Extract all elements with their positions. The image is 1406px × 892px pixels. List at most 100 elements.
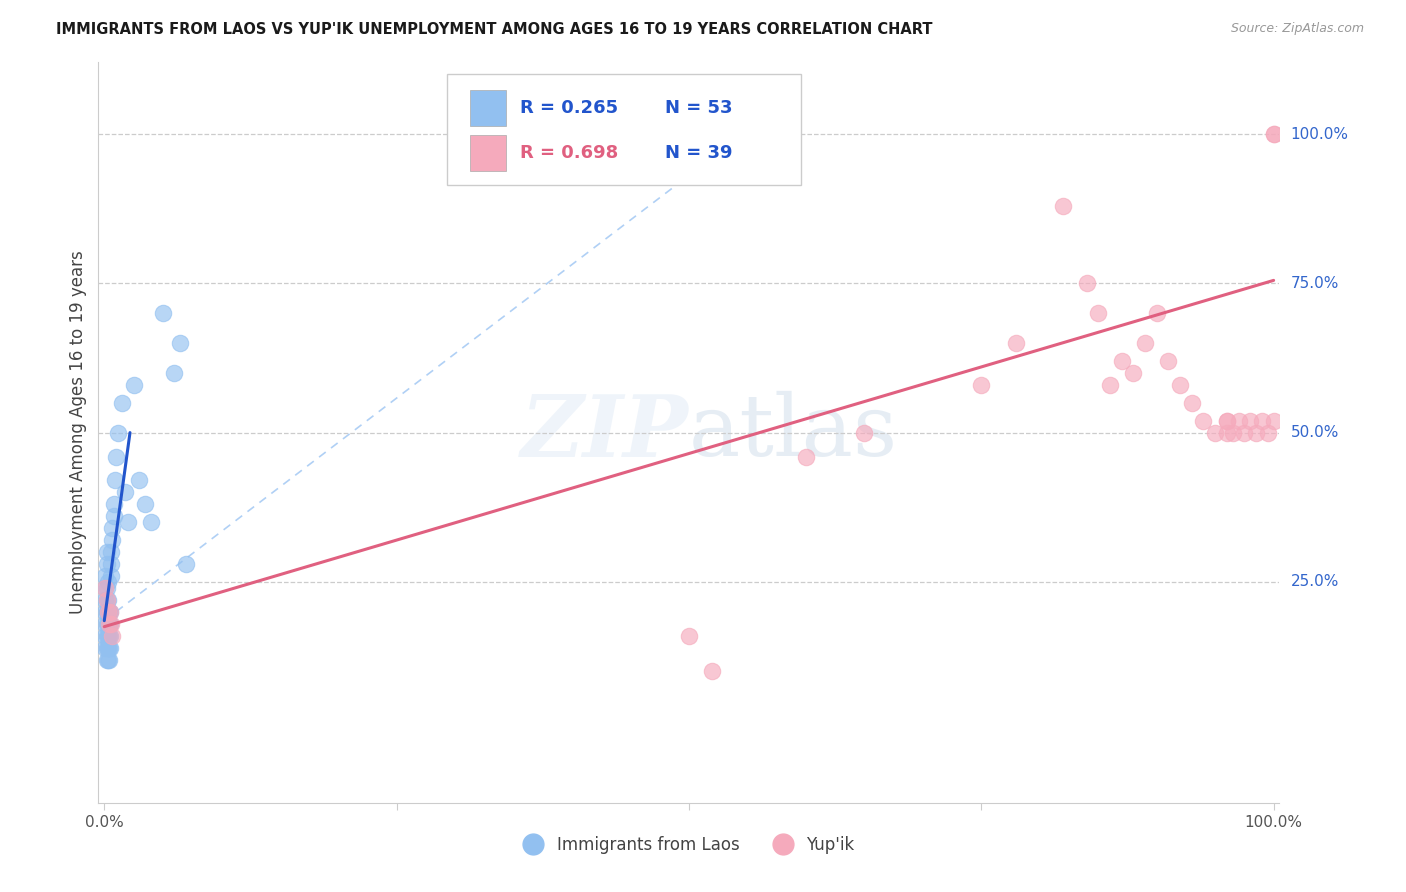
Point (970, 377, 993, 392)
Point (96, 581, 118, 595)
Point (97, 652, 120, 666)
Point (1227, 414, 1250, 428)
Point (94, 569, 117, 583)
Point (111, 396, 134, 410)
Point (96, 652, 118, 666)
Point (1216, 414, 1239, 428)
Point (97, 629, 120, 643)
Point (97, 605, 120, 619)
Point (702, 665, 724, 679)
Point (114, 485, 136, 500)
Point (1181, 396, 1204, 410)
Point (98, 629, 121, 643)
Text: 75.0%: 75.0% (1291, 276, 1339, 291)
FancyBboxPatch shape (471, 90, 506, 126)
Point (98, 616, 121, 631)
Point (98, 605, 121, 619)
Text: ZIP: ZIP (522, 391, 689, 475)
Point (100, 569, 122, 583)
Point (97, 616, 120, 631)
Point (1263, 127, 1285, 141)
Point (101, 533, 124, 547)
Point (1087, 306, 1109, 320)
Point (103, 497, 125, 511)
Point (97, 640, 120, 655)
Point (97, 652, 120, 666)
Point (128, 474, 150, 488)
Point (1251, 414, 1274, 428)
Point (103, 509, 125, 524)
Point (163, 366, 186, 380)
Point (1257, 425, 1279, 440)
Point (97, 616, 120, 631)
Point (94, 605, 117, 619)
Text: 100.0%: 100.0% (1291, 127, 1348, 142)
Point (853, 425, 876, 440)
Text: IMMIGRANTS FROM LAOS VS YUP'IK UNEMPLOYMENT AMONG AGES 16 TO 19 YEARS CORRELATIO: IMMIGRANTS FROM LAOS VS YUP'IK UNEMPLOYM… (56, 22, 932, 37)
Text: 50.0%: 50.0% (1291, 425, 1339, 440)
Point (794, 450, 817, 464)
Text: R = 0.698: R = 0.698 (520, 145, 619, 162)
Point (96, 545, 118, 559)
Point (1076, 277, 1098, 291)
Point (101, 521, 124, 535)
Point (1133, 336, 1156, 351)
Point (104, 450, 127, 464)
Point (94, 616, 117, 631)
Point (139, 515, 162, 529)
Text: R = 0.265: R = 0.265 (520, 99, 619, 117)
FancyBboxPatch shape (471, 136, 506, 171)
Point (96, 557, 118, 571)
Point (1098, 377, 1121, 392)
Point (97, 605, 120, 619)
Text: atlas: atlas (689, 391, 898, 475)
Point (100, 557, 122, 571)
Point (1111, 354, 1133, 368)
Point (98, 640, 121, 655)
Point (97, 629, 120, 643)
Point (1216, 414, 1239, 428)
Point (1222, 425, 1244, 440)
Point (94, 581, 117, 595)
Point (1192, 414, 1215, 428)
Point (174, 557, 197, 571)
Point (1204, 425, 1226, 440)
Point (134, 497, 156, 511)
Point (1216, 425, 1239, 440)
Point (1157, 354, 1180, 368)
Point (1263, 127, 1285, 141)
Point (1168, 377, 1191, 392)
Point (107, 425, 129, 440)
Point (122, 377, 145, 392)
Point (678, 629, 700, 643)
Point (169, 336, 191, 351)
Point (100, 616, 122, 631)
Point (1122, 366, 1144, 380)
Point (100, 545, 122, 559)
Point (1233, 425, 1256, 440)
Text: N = 53: N = 53 (665, 99, 733, 117)
Point (97, 592, 120, 607)
Point (96, 616, 118, 631)
Point (104, 474, 127, 488)
Point (94, 581, 117, 595)
Point (96, 629, 118, 643)
Point (96, 605, 118, 619)
Point (96, 640, 118, 655)
Point (1244, 425, 1267, 440)
Point (94, 629, 117, 643)
Text: 25.0%: 25.0% (1291, 574, 1339, 590)
Point (152, 306, 174, 320)
Point (96, 592, 118, 607)
Point (98, 605, 121, 619)
Text: Source: ZipAtlas.com: Source: ZipAtlas.com (1230, 22, 1364, 36)
Point (1146, 306, 1168, 320)
Point (117, 515, 139, 529)
Point (1263, 414, 1285, 428)
Point (97, 640, 120, 655)
Point (1052, 199, 1074, 213)
Y-axis label: Unemployment Among Ages 16 to 19 years: Unemployment Among Ages 16 to 19 years (69, 251, 87, 615)
Point (94, 592, 117, 607)
Legend: Immigrants from Laos, Yup'ik: Immigrants from Laos, Yup'ik (517, 830, 860, 861)
Point (97, 574, 120, 589)
